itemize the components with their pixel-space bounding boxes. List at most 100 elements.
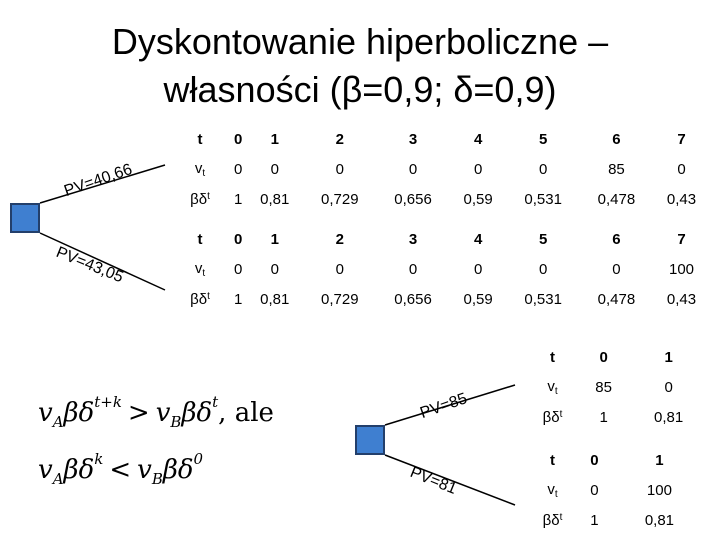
value-cell: 100 <box>668 260 695 278</box>
table-row: vt 0 100 <box>525 475 710 505</box>
header-cell: 2 <box>335 230 344 248</box>
value-cell: 85 <box>608 160 625 178</box>
table-row: vt 0 0 0 0 0 0 0 100 <box>170 254 710 284</box>
header-cell: 1 <box>664 348 673 366</box>
discount-cell: 0,81 <box>260 290 290 308</box>
header-cell: 5 <box>539 130 548 148</box>
header-cell: 1 <box>655 451 664 469</box>
discount-cell: 0,656 <box>394 190 432 208</box>
table-row: βδt 1 0,81 <box>525 402 710 432</box>
header-cell: 6 <box>612 130 621 148</box>
header-cell: 0 <box>233 130 243 148</box>
table-row: βδt 1 0,81 0,729 0,656 0,59 0,531 0,478 … <box>170 284 710 314</box>
row-label-v: vt <box>194 159 206 179</box>
discount-cell: 0,478 <box>597 190 636 208</box>
value-cell: 0 <box>473 260 483 278</box>
formula-line-2: vAβδk < vBβδ0 <box>38 450 204 488</box>
table-top-a: t 0 1 2 3 4 5 6 7 vt 0 0 0 0 0 0 85 0 βδ… <box>170 124 710 214</box>
top-branch-a-line <box>39 164 166 204</box>
value-cell: 0 <box>677 160 686 178</box>
table-row: t 0 1 <box>525 445 710 475</box>
header-cell: 5 <box>539 230 548 248</box>
value-cell: 85 <box>595 378 612 396</box>
value-cell: 0 <box>612 260 621 278</box>
table-row: t 0 1 <box>525 342 710 372</box>
discount-cell: 1 <box>233 290 243 308</box>
header-cell: 7 <box>677 130 686 148</box>
row-label-t: t <box>197 230 203 248</box>
discount-cell: 0,478 <box>597 290 636 308</box>
header-cell: 3 <box>408 230 418 248</box>
header-cell: 3 <box>408 130 418 148</box>
value-cell: 0 <box>335 160 344 178</box>
table-top-b: t 0 1 2 3 4 5 6 7 vt 0 0 0 0 0 0 0 100 β… <box>170 224 710 314</box>
value-cell: 0 <box>335 260 344 278</box>
discount-cell: 0,531 <box>524 290 562 308</box>
discount-cell: 1 <box>599 408 608 426</box>
discount-cell: 0,81 <box>260 190 290 208</box>
top-branch-b-line <box>39 232 166 291</box>
value-cell: 0 <box>590 481 599 499</box>
table-row: vt 0 0 0 0 0 0 85 0 <box>170 154 710 184</box>
discount-cell: 0,656 <box>394 290 432 308</box>
row-label-bd: βδt <box>190 190 210 208</box>
header-cell: 7 <box>677 230 686 248</box>
bottom-decision-node <box>355 425 385 455</box>
bottom-branch-a-line <box>384 384 516 426</box>
value-cell: 0 <box>664 378 673 396</box>
table-row: t 0 1 2 3 4 5 6 7 <box>170 124 710 154</box>
header-cell: 1 <box>270 230 279 248</box>
discount-cell: 0,81 <box>644 511 675 529</box>
discount-cell: 0,729 <box>321 290 359 308</box>
value-cell: 0 <box>408 260 418 278</box>
row-label-v: vt <box>547 480 558 500</box>
header-cell: 4 <box>473 130 483 148</box>
bottom-branch-b-line <box>384 454 516 506</box>
header-cell: 0 <box>233 230 243 248</box>
value-cell: 0 <box>233 160 243 178</box>
discount-cell: 0,729 <box>321 190 359 208</box>
discount-cell: 0,531 <box>524 190 562 208</box>
header-cell: 2 <box>335 130 344 148</box>
header-cell: 6 <box>612 230 621 248</box>
table-row: t 0 1 2 3 4 5 6 7 <box>170 224 710 254</box>
discount-cell: 0,43 <box>666 190 697 208</box>
header-cell: 1 <box>270 130 279 148</box>
discount-cell: 0,59 <box>463 290 493 308</box>
row-label-v: vt <box>194 259 206 279</box>
value-cell: 0 <box>408 160 418 178</box>
value-cell: 0 <box>539 160 548 178</box>
row-label-t: t <box>197 130 203 148</box>
row-label-t: t <box>550 451 555 469</box>
table-row: vt 85 0 <box>525 372 710 402</box>
table-row: βδt 1 0,81 0,729 0,656 0,59 0,531 0,478 … <box>170 184 710 214</box>
header-cell: 4 <box>473 230 483 248</box>
formula-line-1: vAβδt+k > vBβδt, ale <box>38 393 274 431</box>
row-label-bd: βδt <box>542 408 563 426</box>
row-label-bd: βδt <box>190 290 210 308</box>
header-cell: 0 <box>599 348 608 366</box>
row-label-v: vt <box>547 377 558 397</box>
header-cell: 0 <box>590 451 599 469</box>
discount-cell: 0,59 <box>463 190 493 208</box>
title-line-1: Dyskontowanie hiperboliczne – <box>111 21 609 62</box>
discount-cell: 1 <box>233 190 243 208</box>
value-cell: 0 <box>270 260 279 278</box>
discount-cell: 0,43 <box>666 290 697 308</box>
value-cell: 0 <box>539 260 548 278</box>
table-bottom-b: t 0 1 vt 0 100 βδt 1 0,81 <box>525 445 710 535</box>
discount-cell: 1 <box>590 511 599 529</box>
row-label-t: t <box>550 348 555 366</box>
value-cell: 0 <box>473 160 483 178</box>
table-bottom-a: t 0 1 vt 85 0 βδt 1 0,81 <box>525 342 710 432</box>
value-cell: 0 <box>270 160 279 178</box>
top-decision-node <box>10 203 40 233</box>
slide-title: Dyskontowanie hiperboliczne – własności … <box>0 18 720 114</box>
value-cell: 100 <box>646 481 672 499</box>
title-line-2: własności (β=0,9; δ=0,9) <box>163 69 557 110</box>
value-cell: 0 <box>233 260 243 278</box>
table-row: βδt 1 0,81 <box>525 505 710 535</box>
row-label-bd: βδt <box>542 511 563 529</box>
discount-cell: 0,81 <box>654 408 684 426</box>
